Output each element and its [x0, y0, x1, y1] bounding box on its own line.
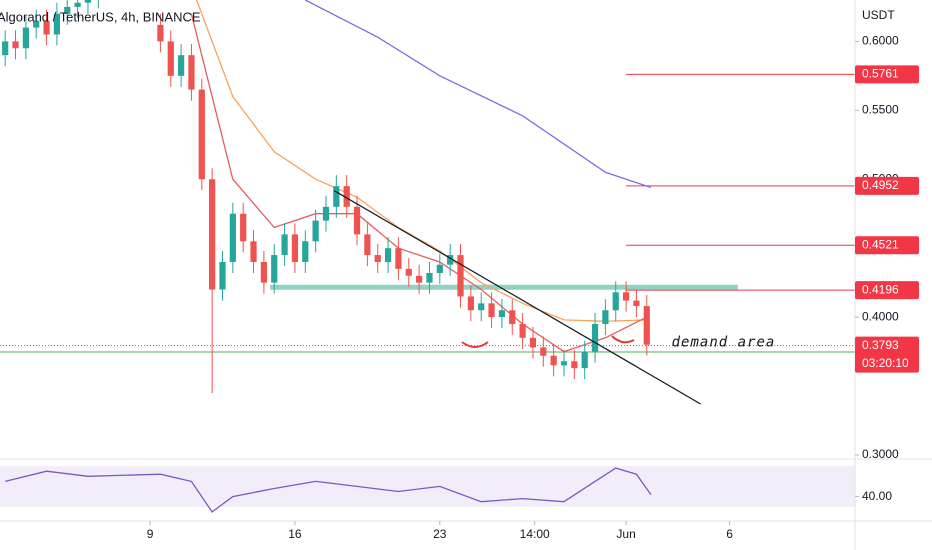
x-tick-label: 14:00 — [520, 527, 550, 541]
y-unit: USDT — [862, 8, 895, 22]
candle-body — [229, 213, 236, 262]
candle-body — [33, 20, 40, 28]
curve-mark — [611, 335, 635, 344]
candle-body — [581, 351, 588, 369]
price-label-box — [855, 236, 919, 255]
price-label: 0.5761 — [862, 66, 899, 80]
candle-body — [529, 337, 537, 348]
candle-body — [53, 13, 61, 35]
curve-mark — [461, 341, 489, 348]
y-tick-label: 0.4000 — [862, 309, 899, 323]
candle-body — [188, 55, 195, 90]
candle-body — [84, 0, 92, 3]
candle-body — [302, 241, 309, 262]
candle-body — [364, 234, 371, 256]
price-pane: demand area — [0, 0, 855, 405]
candle-body — [488, 303, 495, 318]
rsi-line — [5, 467, 652, 513]
candle-body — [560, 361, 568, 366]
candle-body — [22, 27, 29, 49]
candle-body — [250, 241, 257, 262]
candle-body — [395, 248, 402, 269]
candle-body — [633, 300, 640, 307]
price-label: 0.4521 — [862, 237, 899, 251]
candle-body — [157, 24, 164, 42]
candle-body — [374, 255, 381, 262]
candle-body — [478, 303, 485, 311]
candle-body — [509, 310, 516, 325]
candle-body — [198, 89, 205, 180]
price-label: 0.4952 — [862, 178, 899, 192]
candle-body — [643, 306, 650, 345]
candle-body — [447, 255, 454, 265]
candle-body — [612, 292, 619, 311]
price-label: 0.4196 — [862, 282, 899, 296]
rsi-tick-label: 40.00 — [862, 489, 892, 503]
trendline — [333, 190, 701, 405]
candle-body — [622, 292, 630, 301]
x-tick-label: 23 — [433, 527, 447, 541]
candle-body — [436, 264, 443, 273]
price-label-box — [855, 281, 919, 300]
candle-body — [343, 186, 350, 207]
candle-body — [550, 355, 557, 366]
price-label-box — [855, 176, 919, 195]
candle-body — [240, 213, 247, 242]
candle-body — [457, 255, 464, 297]
candle-body — [271, 255, 278, 283]
candle-body — [260, 261, 267, 283]
moving-average — [195, 0, 647, 322]
price-label-box — [855, 336, 919, 373]
candle-body — [426, 273, 433, 283]
candle-body — [353, 206, 361, 235]
candle-body — [312, 220, 319, 242]
candle-body — [12, 41, 19, 49]
annotation: demand area — [672, 335, 776, 351]
candle-body — [333, 186, 340, 207]
candle-body — [209, 179, 216, 290]
chart-title: Algorand / TetherUS, 4h, BINANCE — [0, 9, 201, 24]
candle-body — [167, 41, 174, 76]
candle-body — [219, 261, 226, 290]
candle-body — [602, 310, 609, 325]
candle-body — [498, 310, 506, 318]
x-tick-label: 9 — [147, 527, 154, 541]
y-tick-label: 0.3000 — [862, 447, 899, 461]
x-tick-label: Jun — [616, 527, 635, 541]
candle-body — [291, 234, 299, 262]
candle-body — [416, 275, 423, 283]
x-tick-label: 16 — [288, 527, 302, 541]
candle-body — [467, 296, 474, 311]
candle-body — [540, 347, 547, 356]
rsi-band — [0, 466, 855, 507]
y-tick-label: 0.6000 — [862, 34, 899, 48]
candle-body — [322, 206, 330, 221]
candle-body — [519, 324, 526, 338]
candle-body — [2, 41, 9, 56]
moving-average — [190, 13, 648, 353]
x-tick-label: 6 — [726, 527, 733, 541]
candle-body — [74, 2, 81, 7]
price-label-box — [855, 65, 919, 84]
price-label: 03:20:10 — [862, 356, 909, 370]
candle-body — [43, 20, 50, 35]
moving-average — [305, 0, 652, 189]
candle-body — [384, 248, 392, 262]
candle-body — [281, 234, 288, 256]
candle-body — [64, 6, 71, 14]
candle-body — [405, 268, 412, 276]
candle-body — [591, 324, 599, 352]
candle-body — [177, 55, 185, 76]
price-label: 0.3793 — [862, 338, 899, 352]
rsi-pane — [0, 466, 855, 513]
y-tick-label: 0.5500 — [862, 102, 899, 116]
candle-body — [571, 361, 578, 369]
